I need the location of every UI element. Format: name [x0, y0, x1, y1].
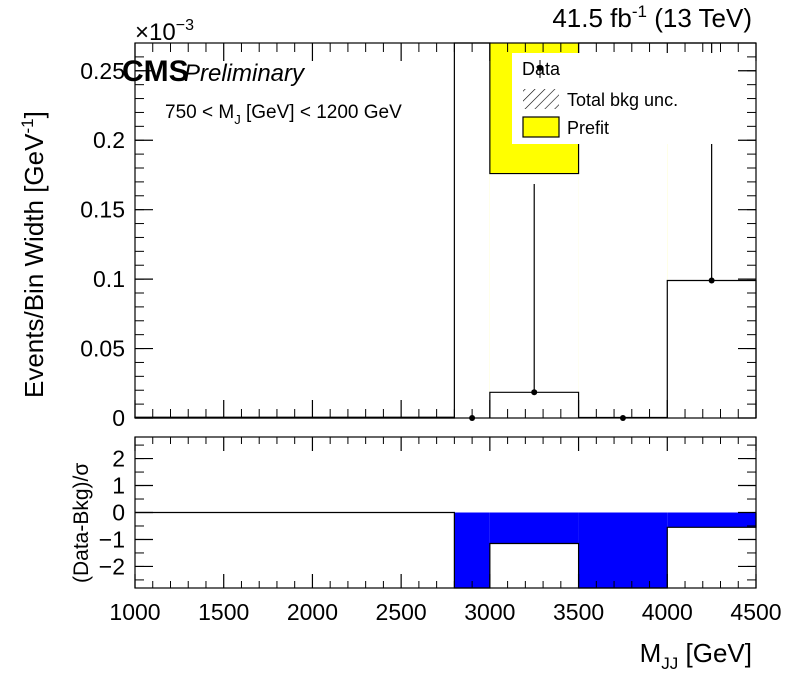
ratio-y-tick-label-4: 2 — [112, 446, 125, 472]
ratio-bin-4 — [667, 512, 756, 528]
data-point-3 — [708, 277, 715, 284]
main-y-axis: 0 0.05 0.1 0.15 0.2 0.25 — [80, 42, 756, 431]
ratio-y-tick-label-2: 0 — [112, 500, 125, 526]
legend-prefit-swatch — [522, 116, 560, 138]
legend-label-bkg-unc: Total bkg unc. — [567, 90, 678, 110]
x-tick-label-4: 3000 — [464, 599, 515, 625]
ratio-y-axis-title: (Data-Bkg)/σ — [70, 463, 93, 583]
ratio-y-tick-label-1: −1 — [99, 526, 125, 552]
ratio-outline — [135, 511, 757, 589]
main-y-tick-label-2: 0.1 — [93, 266, 125, 292]
legend-label-data: Data — [522, 59, 561, 79]
cut-label: 750 < MJ [GeV] < 1200 GeV — [165, 102, 402, 127]
main-y-tick-label-1: 0.05 — [80, 336, 125, 362]
ratio-y-tick-label-0: −2 — [99, 553, 125, 579]
main-y-tick-label-0: 0 — [112, 405, 125, 431]
main-y-axis-title: Events/Bin Width [GeV-1] — [18, 111, 49, 398]
main-y-tick-label-3: 0.15 — [80, 197, 125, 223]
x-tick-label-6: 4000 — [642, 599, 693, 625]
data-point-1 — [531, 389, 538, 396]
ratio-bin-2 — [489, 512, 579, 544]
main-frame — [134, 42, 757, 419]
legend: Data Total bkg unc. Prefit — [512, 53, 717, 144]
x-tick-label-0: 1000 — [109, 599, 160, 625]
x-axis: 1000 1500 2000 2500 3000 3500 4000 4500 — [109, 43, 782, 625]
ratio-y-tick-label-3: 1 — [112, 473, 125, 499]
ratio-plot-area — [135, 511, 757, 589]
x-tick-label-7: 4500 — [730, 599, 781, 625]
ratio-bin-1 — [454, 512, 490, 588]
cms-label: CMS — [122, 55, 189, 88]
background-bin-1 — [454, 43, 490, 418]
x-tick-label-1: 1500 — [198, 599, 249, 625]
x-axis-title: MJJ [GeV] — [640, 638, 752, 672]
main-y-tick-label-4: 0.2 — [93, 127, 125, 153]
legend-label-prefit: Prefit — [567, 118, 609, 138]
exponent-label: ×10−3 — [135, 17, 194, 46]
main-y-tick-label-5: 0.25 — [80, 58, 125, 84]
x-tick-label-2: 2000 — [287, 599, 338, 625]
preliminary-label: Preliminary — [184, 60, 306, 87]
x-tick-label-3: 2500 — [376, 599, 427, 625]
lumi-label: 41.5 fb-1 (13 TeV) — [552, 2, 752, 33]
legend-hatch-swatch — [523, 89, 559, 109]
ratio-bin-3 — [578, 512, 668, 588]
x-tick-label-5: 3500 — [553, 599, 604, 625]
